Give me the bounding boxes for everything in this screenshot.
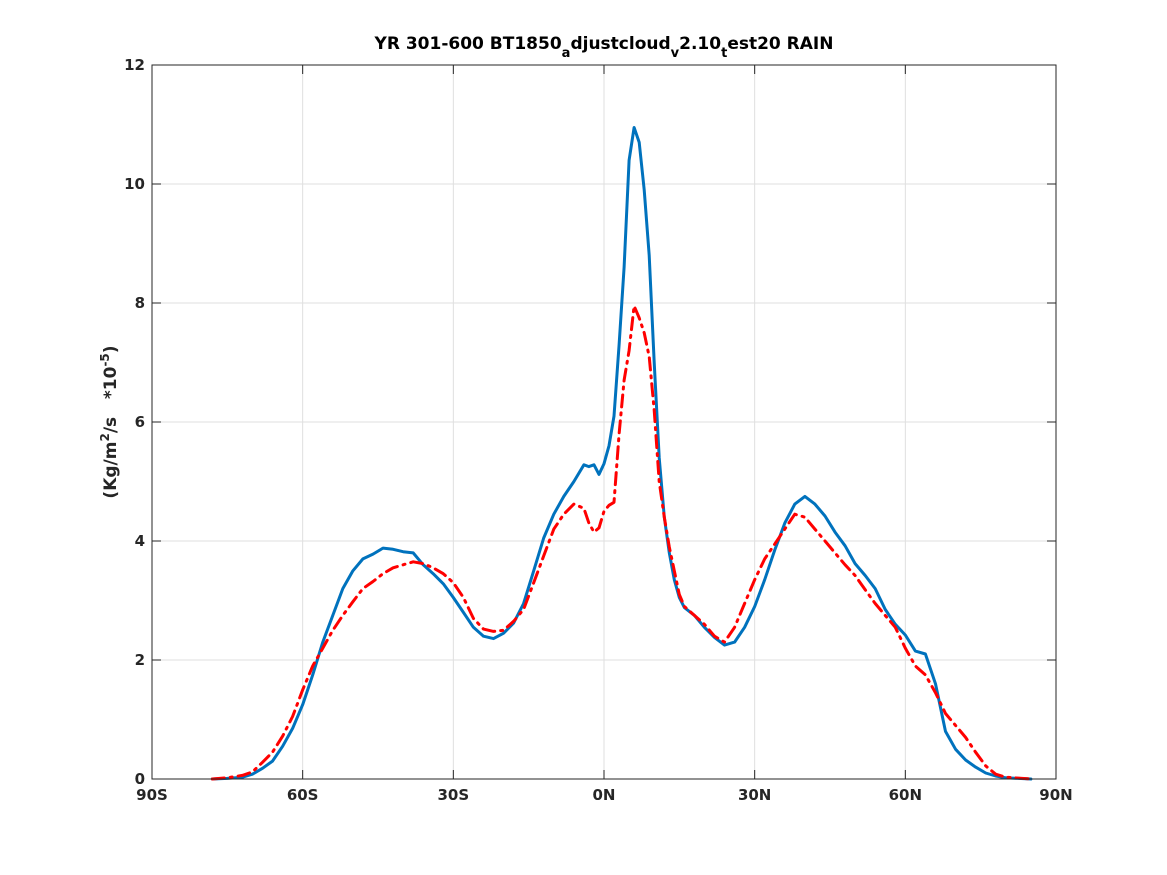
ylabel-part: /s *10 [101, 366, 121, 433]
series-line-blue [210, 126, 1033, 781]
x-tick-label: 0N [593, 786, 616, 804]
x-tick-label: 30S [437, 786, 469, 804]
y-tick-label: 12 [124, 56, 145, 74]
y-tick-label: 6 [135, 413, 145, 431]
title-subscript: v [671, 46, 680, 61]
chart-title: YR 301-600 BT1850adjustcloudv2.10test20 … [374, 34, 834, 61]
y-tick-label: 4 [135, 532, 145, 550]
title-subscript: t [721, 46, 727, 61]
x-tick-label: 90S [136, 786, 168, 804]
ylabel-superscript: -5 [98, 353, 112, 366]
ticks: 90S 60S 30S 0N 30N 60N 90N 0 2 4 6 8 10 12 [124, 56, 1073, 804]
gridlines [152, 65, 1056, 779]
ylabel-superscript: 2 [98, 433, 112, 441]
x-tick-label: 60S [287, 786, 319, 804]
title-part: 2.10 [679, 34, 721, 54]
y-tick-label: 2 [135, 651, 145, 669]
x-tick-label: 90N [1039, 786, 1072, 804]
series-line-red-dashdot [210, 304, 1033, 781]
y-tick-label: 0 [135, 770, 145, 788]
ylabel-part: ) [101, 345, 121, 353]
ylabel-part: (Kg/m [101, 442, 121, 499]
x-tick-label: 60N [889, 786, 922, 804]
y-tick-label: 10 [124, 175, 145, 193]
y-tick-label: 8 [135, 294, 145, 312]
y-axis-label: (Kg/m2/s *10-5) [98, 345, 121, 498]
x-tick-label: 30N [738, 786, 771, 804]
title-subscript: a [562, 46, 571, 61]
title-part: YR 301-600 BT1850 [374, 34, 562, 54]
title-part: est20 RAIN [727, 34, 833, 54]
title-part: djustcloud [570, 34, 670, 54]
series-layer [210, 126, 1033, 781]
